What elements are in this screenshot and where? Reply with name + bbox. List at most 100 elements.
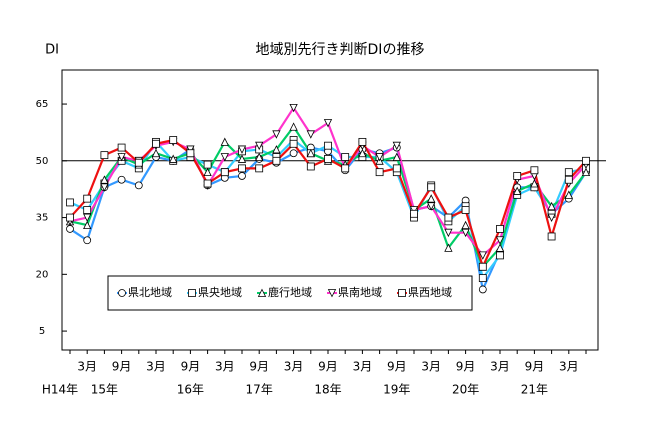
marker [461, 228, 470, 238]
marker [306, 130, 315, 139]
y-tick-label: 5 [39, 326, 45, 337]
marker [255, 152, 264, 161]
marker [444, 243, 453, 252]
marker [220, 153, 229, 162]
y-tick-label: 35 [36, 213, 49, 224]
marker [100, 183, 109, 192]
marker [66, 213, 74, 222]
marker [547, 232, 556, 241]
marker [237, 145, 247, 154]
y-tick-label: 65 [36, 99, 49, 110]
marker [496, 225, 504, 233]
y-axis-label: DI [45, 43, 59, 58]
marker [427, 183, 436, 192]
marker [547, 201, 556, 211]
marker [151, 148, 161, 158]
x-tick-label: 9月 [181, 360, 201, 374]
y-tick-label: 50 [36, 156, 49, 167]
marker [83, 220, 92, 230]
year-label: 17年 [246, 383, 273, 397]
marker [66, 225, 74, 233]
marker [289, 122, 298, 131]
marker [530, 166, 539, 175]
x-tick-label: 3月 [490, 360, 510, 374]
marker [117, 153, 126, 162]
x-tick-label: 9月 [249, 360, 269, 374]
marker [203, 160, 212, 169]
marker [375, 168, 384, 177]
marker [547, 213, 556, 222]
marker [444, 228, 453, 238]
marker [152, 139, 160, 148]
x-tick-label: 9月 [318, 360, 338, 374]
year-label: H14年 [42, 383, 78, 397]
marker [461, 220, 470, 230]
marker [306, 162, 315, 171]
plot-frame [61, 69, 599, 351]
marker [134, 181, 143, 190]
marker [427, 202, 436, 211]
marker [392, 164, 401, 173]
legend-label: 県南地域 [338, 286, 382, 299]
marker [398, 289, 406, 297]
year-label: 15年 [91, 383, 118, 397]
marker [358, 137, 367, 146]
legend-box [107, 275, 473, 311]
marker [581, 167, 591, 177]
marker [324, 155, 332, 163]
marker [220, 168, 229, 177]
marker [100, 175, 109, 184]
marker [117, 175, 126, 184]
x-tick-label: 3月 [353, 360, 373, 374]
year-label: 16年 [177, 383, 204, 397]
year-label: 18年 [314, 383, 341, 397]
marker [478, 251, 487, 260]
marker [100, 151, 109, 160]
marker [220, 137, 229, 146]
marker [83, 213, 92, 222]
legend-label: 県西地域 [408, 286, 452, 299]
marker [444, 213, 453, 222]
marker [358, 148, 367, 158]
marker [272, 145, 281, 154]
marker [289, 139, 298, 148]
legend: 県北地域 県央地域 鹿行地域 県南地域 県西地域 [107, 275, 473, 311]
marker [255, 164, 264, 173]
marker [564, 190, 573, 199]
marker [564, 168, 573, 177]
marker [118, 289, 126, 297]
marker [203, 167, 212, 177]
marker [203, 179, 212, 188]
marker [478, 285, 487, 294]
marker [427, 194, 436, 203]
marker [238, 164, 246, 173]
marker [375, 153, 384, 162]
x-tick-label: 3月 [77, 360, 97, 374]
marker [564, 175, 573, 184]
x-tick-label: 9月 [112, 360, 132, 374]
marker [341, 164, 350, 173]
marker [513, 186, 522, 195]
year-label: 20年 [452, 383, 479, 397]
x-tick-label: 3月 [421, 360, 441, 374]
x-tick-label: 9月 [525, 360, 545, 374]
marker [237, 154, 247, 163]
marker [134, 158, 143, 167]
marker [83, 194, 92, 203]
marker [306, 148, 315, 158]
legend-label: 県北地域 [128, 286, 172, 299]
x-tick-label: 9月 [387, 360, 407, 374]
marker [327, 289, 337, 298]
marker [169, 154, 178, 163]
marker [323, 119, 333, 128]
x-tick-label: 3月 [146, 360, 166, 374]
marker [582, 156, 590, 165]
marker [272, 156, 281, 165]
marker [255, 141, 264, 151]
y-tick-label: 20 [36, 269, 49, 280]
year-label: 19年 [383, 383, 410, 397]
marker [83, 206, 92, 214]
marker [461, 206, 470, 214]
